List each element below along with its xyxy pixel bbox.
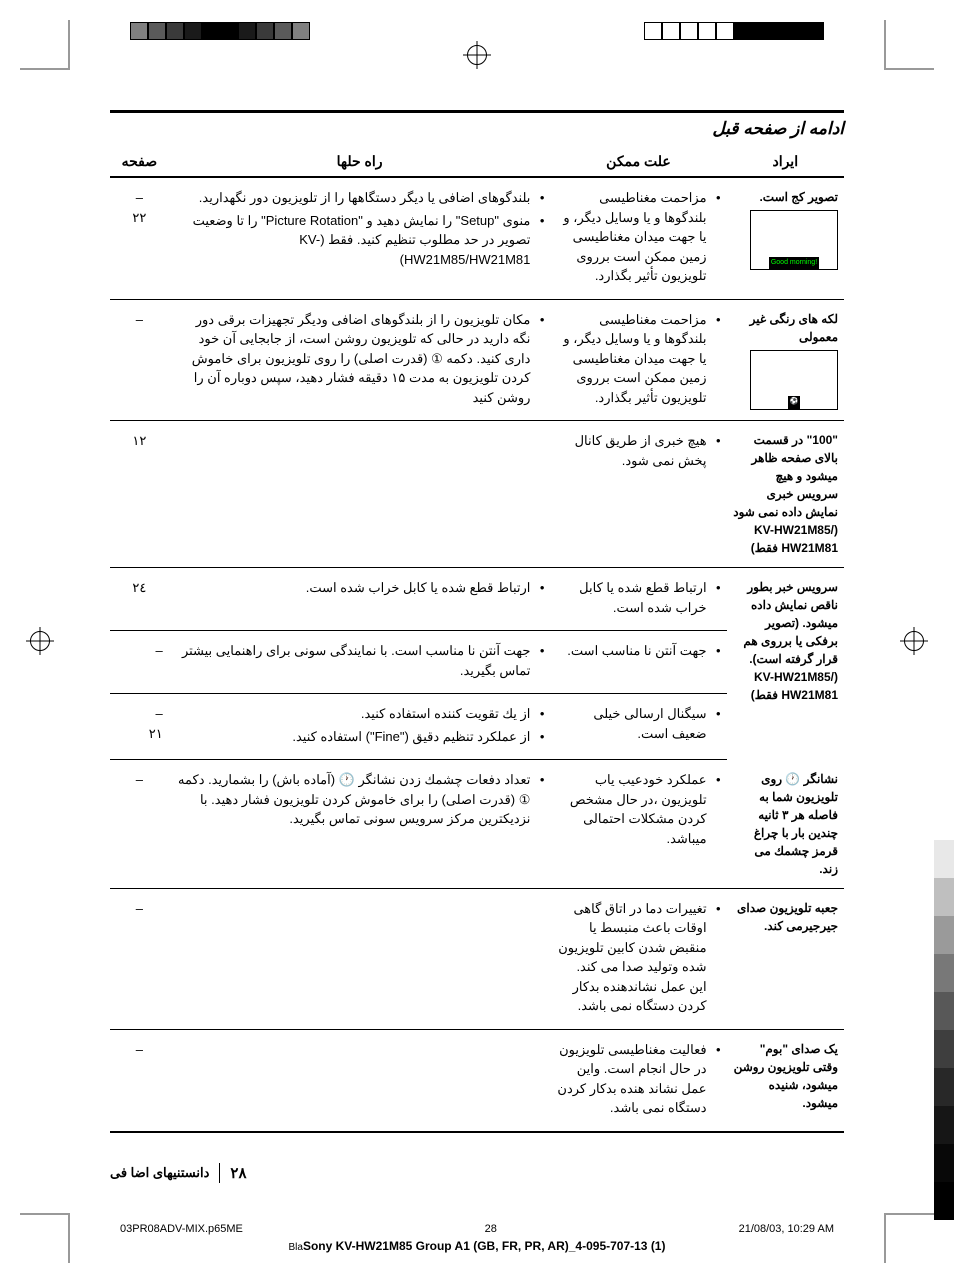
col-solution: راه حلها: [169, 147, 551, 177]
col-issue: ایراد: [727, 147, 844, 177]
list-item: هیچ خبری از طریق کانال پخش نمی شود.: [556, 431, 720, 470]
troubleshoot-table: ایراد علت ممکن راه حلها صفحه تصویر کج اس…: [110, 147, 844, 1133]
footer-file: 03PR08ADV-MIX.p65ME: [120, 1223, 243, 1235]
list-item: از یك تقویت کننده استفاده کنید.: [175, 704, 545, 724]
footer-pg: 28: [485, 1223, 497, 1235]
list-item: جهت آنتن نا مناسب است. با نمایندگی سونی …: [175, 641, 545, 680]
footer-date: 21/08/03, 10:29 AM: [739, 1223, 834, 1235]
footer-bottom: Sony KV-HW21M85 Group A1 (GB, FR, PR, AR…: [303, 1239, 666, 1253]
list-item: سیگنال ارسالی خیلی ضعیف است.: [556, 704, 720, 743]
issue-fig: ⚽: [750, 350, 838, 410]
list-item: بلندگوهای اضافی یا دیگر دستگاهها را از ت…: [175, 188, 545, 208]
col-cause: علت ممکن: [550, 147, 726, 177]
col-page: صفحه: [110, 147, 169, 177]
list-item: ارتباط قطع شده یا کابل خراب شده است.: [175, 578, 545, 598]
list-item: ارتباط قطع شده یا کابل خراب شده است.: [556, 578, 720, 617]
list-item: از عملکرد تنظیم دقیق ("Fine") استفاده کن…: [175, 727, 545, 747]
list-item: مکان تلویزیون را از بلندگوهای اضافی ودیگ…: [175, 310, 545, 408]
list-item: فعالیت مغناطیسی تلویزیون در حال انجام اس…: [556, 1040, 720, 1118]
list-item: تعداد دفعات چشمك زدن نشانگر 🕐 (آماده باش…: [175, 770, 545, 829]
list-item: عملکرد خودعیب یاب تلویزیون ،در حال مشخص …: [556, 770, 720, 848]
issue-fig: Good morning!: [750, 210, 838, 270]
continued-title: ادامه از صفحه قبل: [110, 119, 844, 139]
list-item: مزاحمت مغناطیسی بلندگوها و یا وسایل دیگر…: [556, 188, 720, 286]
list-item: تغییرات دما در اتاق گاهی اوقات باعث منبس…: [556, 899, 720, 1016]
list-item: جهت آنتن نا مناسب است.: [556, 641, 720, 661]
page-number: ۲۸: [230, 1164, 246, 1182]
section-title: دانستنیهای اضا فی: [110, 1165, 209, 1181]
list-item: منوی "Setup" را نمایش دهید و "Picture Ro…: [175, 211, 545, 270]
list-item: مزاحمت مغناطیسی بلندگوها و یا وسایل دیگر…: [556, 310, 720, 408]
